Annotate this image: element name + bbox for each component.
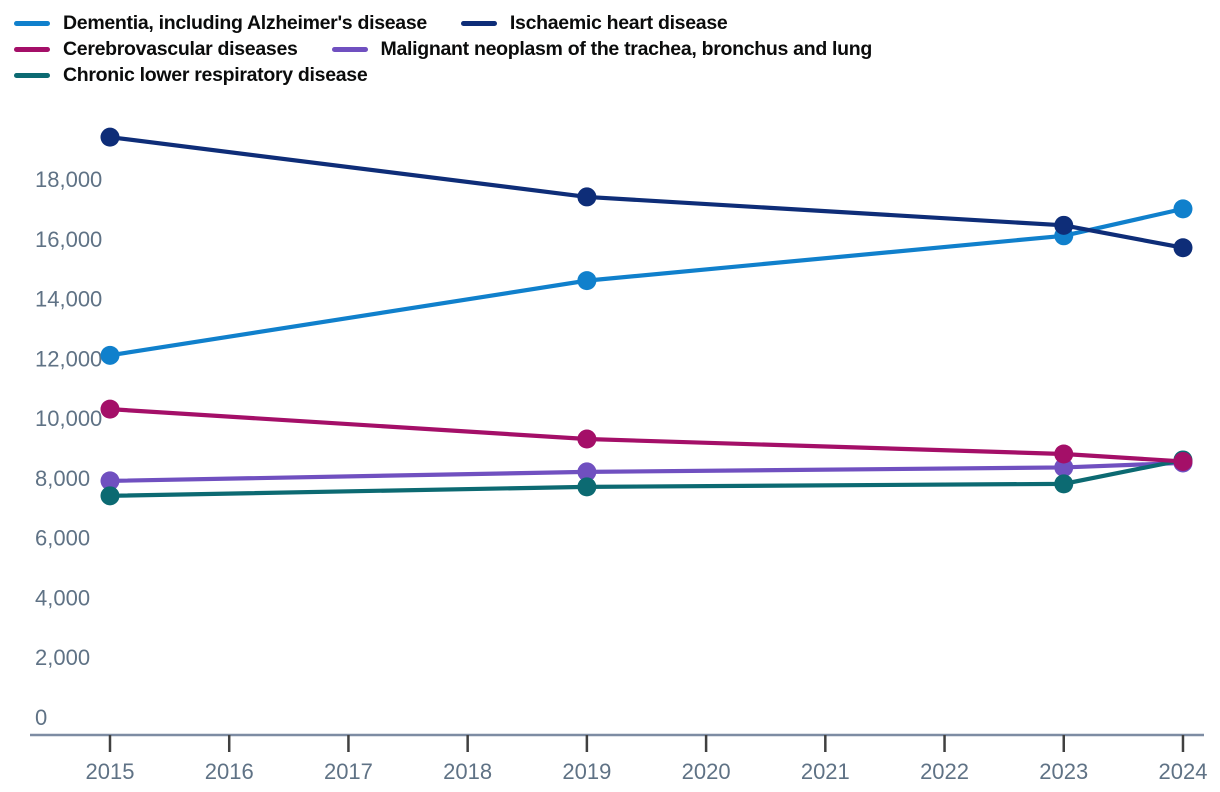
legend-swatch-icon <box>331 46 368 52</box>
legend-item: Ischaemic heart disease <box>460 11 728 35</box>
chart-legend: Dementia, including Alzheimer's disease I… <box>14 10 1214 88</box>
data-point <box>1173 451 1193 471</box>
x-tick-label: 2022 <box>920 759 969 784</box>
data-point <box>577 429 597 449</box>
data-point <box>1054 457 1074 477</box>
x-tick-label: 2021 <box>801 759 850 784</box>
legend-swatch-icon <box>14 46 50 52</box>
y-tick-label: 16,000 <box>35 227 102 252</box>
legend-swatch-icon <box>14 20 50 26</box>
data-point <box>100 399 120 419</box>
legend-row: Cerebrovascular diseases Malignant neopla… <box>14 36 1214 62</box>
data-point <box>100 471 120 491</box>
x-tick-label: 2020 <box>682 759 731 784</box>
data-point <box>1054 474 1074 494</box>
x-tick-label: 2023 <box>1039 759 1088 784</box>
series-line <box>107 457 1186 498</box>
y-tick-label: 14,000 <box>35 287 102 312</box>
legend-swatch-icon <box>14 72 50 78</box>
y-tick-label: 8,000 <box>35 466 90 491</box>
legend-item: Chronic lower respiratory disease <box>14 63 368 87</box>
x-tick-label: 2024 <box>1159 759 1208 784</box>
legend-label: Cerebrovascular diseases <box>63 37 298 60</box>
data-point <box>577 462 597 482</box>
x-tick-label: 2019 <box>562 759 611 784</box>
y-tick-label: 18,000 <box>35 167 102 192</box>
series-line <box>107 135 1186 250</box>
data-point <box>577 271 597 291</box>
data-point <box>1173 238 1193 258</box>
y-tick-label: 2,000 <box>35 645 90 670</box>
y-tick-label: 4,000 <box>35 585 90 610</box>
data-point <box>1173 199 1193 219</box>
data-point <box>100 127 120 147</box>
legend-label: Dementia, including Alzheimer's disease <box>63 11 427 34</box>
legend-item: Dementia, including Alzheimer's disease <box>14 12 427 35</box>
x-tick-label: 2018 <box>443 759 492 784</box>
y-tick-label: 12,000 <box>35 346 102 371</box>
data-point <box>1054 215 1074 235</box>
series-line <box>107 407 1186 464</box>
legend-swatch-icon <box>460 20 497 26</box>
legend-row: Chronic lower respiratory disease <box>14 62 1214 88</box>
legend-label: Chronic lower respiratory disease <box>63 63 368 86</box>
y-tick-label: 0 <box>35 705 47 730</box>
legend-label: Malignant neoplasm of the trachea, bronc… <box>380 37 873 60</box>
x-tick-label: 2015 <box>86 759 135 784</box>
data-point <box>100 486 120 506</box>
data-point <box>100 345 120 365</box>
legend-label: Ischaemic heart disease <box>509 11 728 34</box>
y-tick-label: 10,000 <box>35 406 102 431</box>
x-tick-label: 2016 <box>205 759 254 784</box>
legend-item: Cerebrovascular diseases <box>14 38 298 61</box>
series-line <box>107 206 1186 358</box>
data-point <box>1054 444 1074 464</box>
data-point <box>577 187 597 207</box>
legend-item: Malignant neoplasm of the trachea, bronc… <box>331 37 873 61</box>
legend-row: Dementia, including Alzheimer's disease I… <box>14 10 1214 36</box>
x-tick-label: 2017 <box>324 759 373 784</box>
series-line <box>107 460 1186 483</box>
data-point <box>577 477 597 497</box>
y-tick-label: 6,000 <box>35 526 90 551</box>
